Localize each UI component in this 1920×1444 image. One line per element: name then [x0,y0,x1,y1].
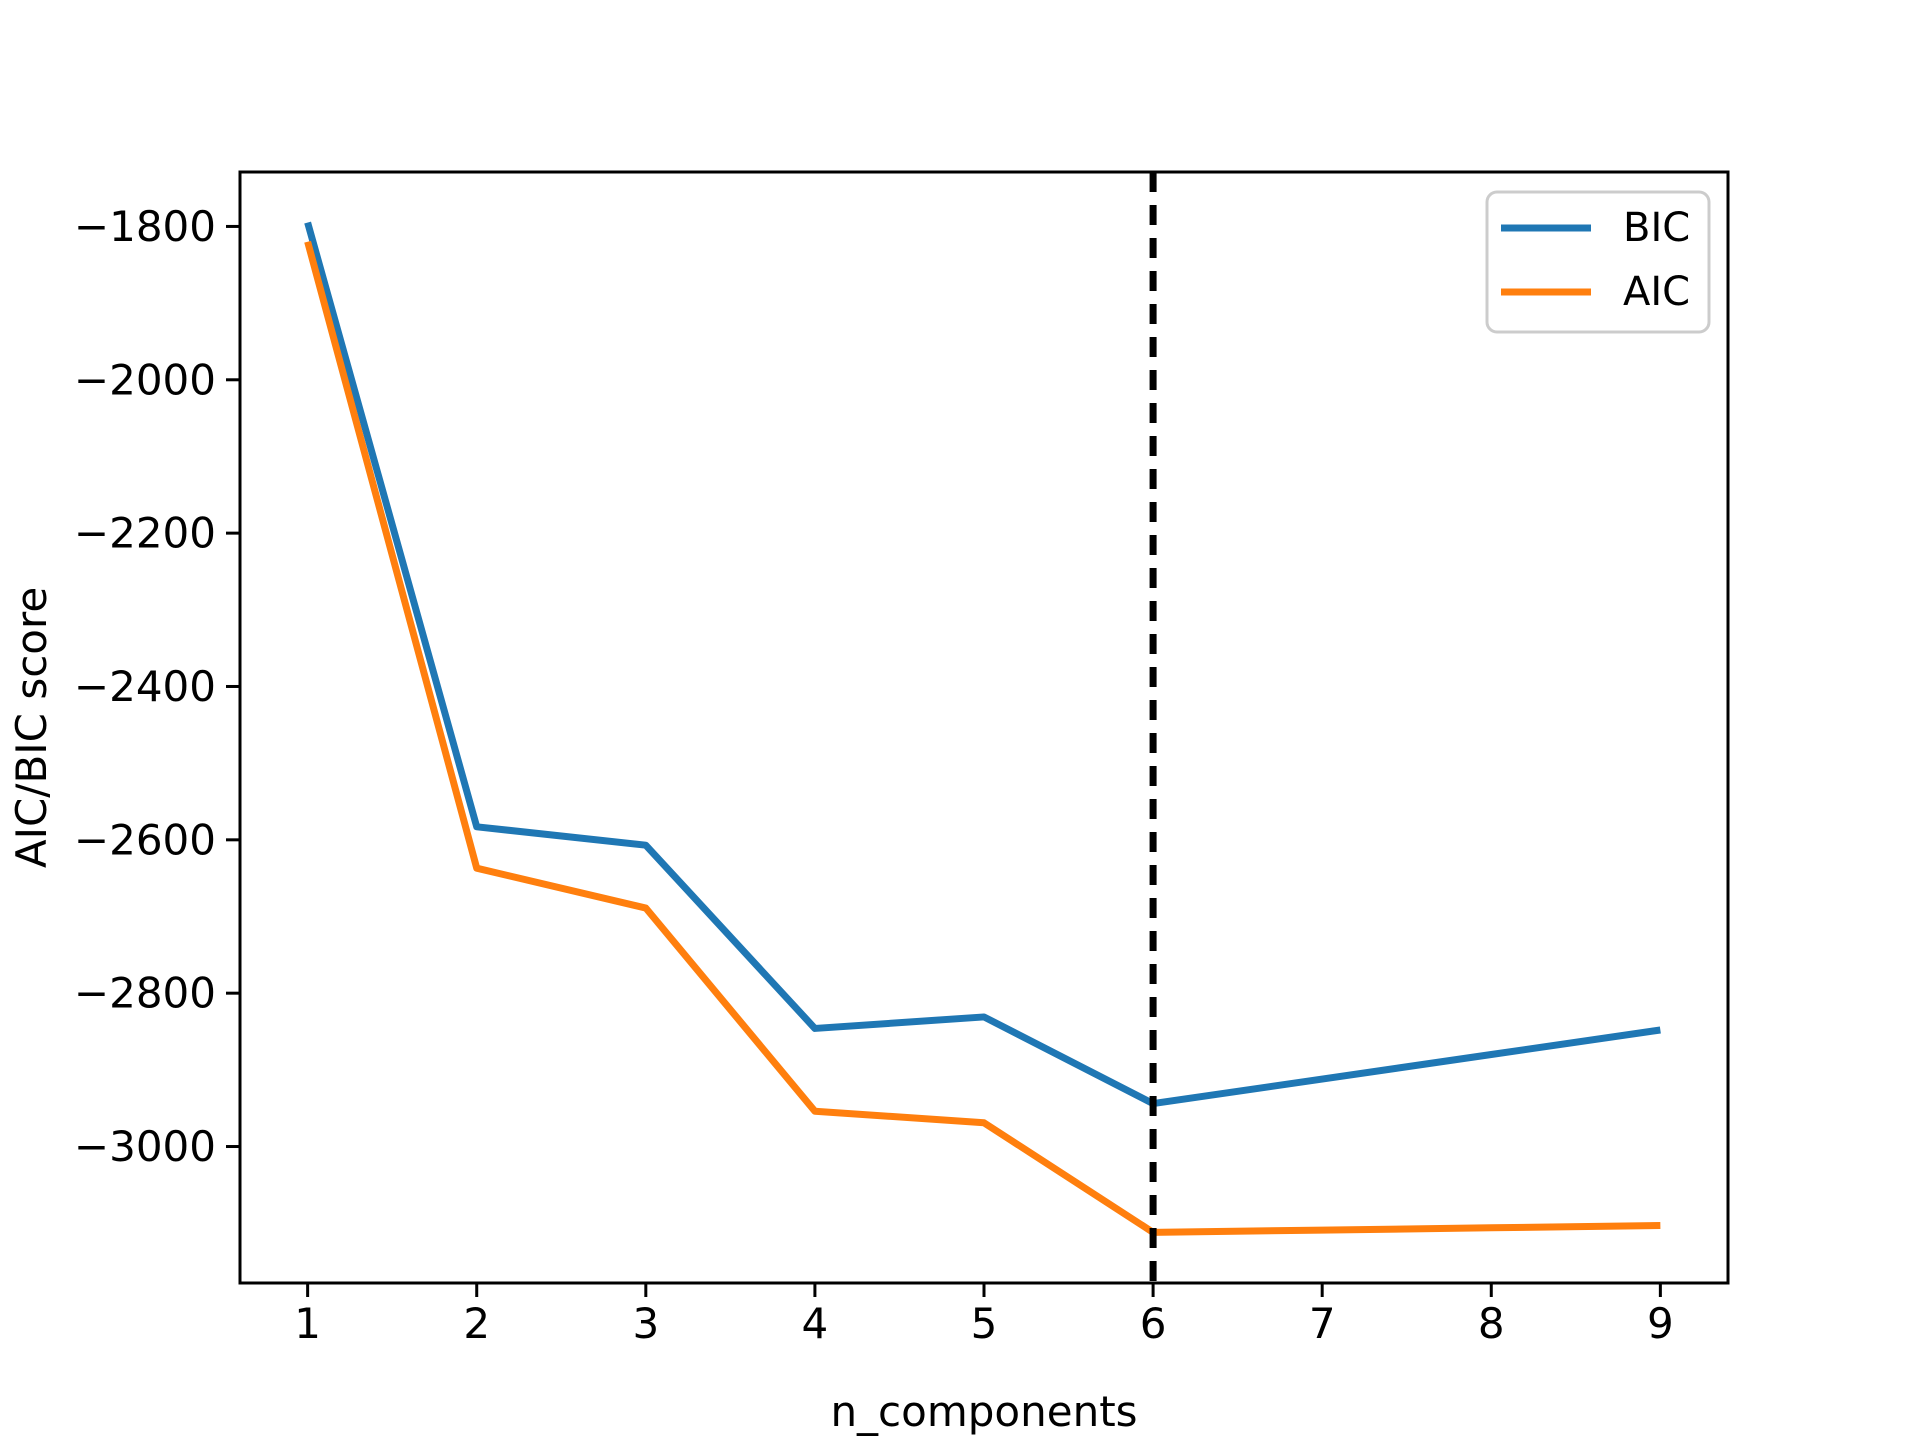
x-axis-tick-label: 7 [1309,1299,1336,1348]
x-axis-tick-label: 2 [463,1299,490,1348]
x-axis-tick-label: 4 [802,1299,829,1348]
x-axis-tick-label: 3 [632,1299,659,1348]
legend-label-bic: BIC [1623,205,1690,251]
y-axis-tick-label: −2600 [74,815,216,864]
axes-spines [238,170,1730,1285]
x-axis-tick-label: 6 [1140,1299,1167,1348]
plot-area [240,172,1728,1283]
x-axis-label: n_components [830,1387,1137,1436]
y-axis-tick-label: −2000 [74,355,216,404]
x-axis-tick-label: 5 [971,1299,998,1348]
y-axis-tick-label: −2800 [74,969,216,1018]
y-axis-tick-label: −2400 [74,662,216,711]
y-axis-label: AIC/BIC score [7,587,56,868]
bic-line [304,221,1661,1108]
x-axis-tick-label: 9 [1647,1299,1674,1348]
x-axis-tick-label: 1 [294,1299,321,1348]
legend-label-aic: AIC [1623,269,1690,315]
y-axis-tick-label: −2200 [74,509,216,558]
y-axis-tick-label: −1800 [74,202,216,251]
y-axis-tick-label: −3000 [74,1122,216,1171]
x-axis-tick-label: 8 [1478,1299,1505,1348]
aic-line [304,240,1661,1236]
